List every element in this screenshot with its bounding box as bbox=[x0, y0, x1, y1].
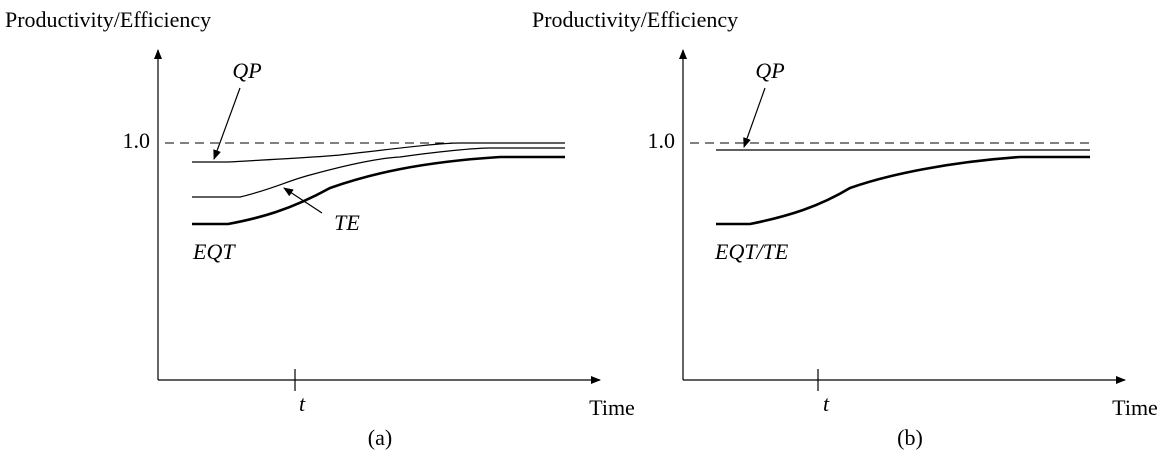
panel-b: Productivity/Efficiency 1.0 t Time (b) Q… bbox=[532, 7, 1158, 450]
level-label: 1.0 bbox=[648, 128, 676, 153]
level-label: 1.0 bbox=[123, 128, 151, 153]
curve-label: TE bbox=[334, 210, 360, 235]
panel-a: Productivity/Efficiency 1.0 t Time (a) Q… bbox=[5, 7, 635, 450]
curve-label: QP bbox=[755, 58, 784, 83]
curve-eqt bbox=[192, 155, 565, 226]
x-axis-label: Time bbox=[589, 395, 635, 420]
x-axis-label: Time bbox=[1112, 395, 1158, 420]
pointer bbox=[213, 87, 241, 160]
curve-eqt-te bbox=[716, 155, 1090, 226]
curve-label: QP bbox=[232, 58, 261, 83]
curve-label: EQT bbox=[192, 239, 236, 264]
y-axis-label: Productivity/Efficiency bbox=[5, 7, 211, 32]
caption: (a) bbox=[368, 425, 392, 450]
t-label: t bbox=[299, 391, 306, 416]
curve-te bbox=[192, 147, 565, 198]
caption: (b) bbox=[897, 425, 923, 450]
curve-qp bbox=[192, 142, 565, 163]
pointer bbox=[283, 187, 323, 214]
y-axis-label: Productivity/Efficiency bbox=[532, 7, 738, 32]
t-label: t bbox=[823, 391, 830, 416]
curve-label: EQT/TE bbox=[714, 239, 789, 264]
pointer bbox=[743, 87, 766, 148]
